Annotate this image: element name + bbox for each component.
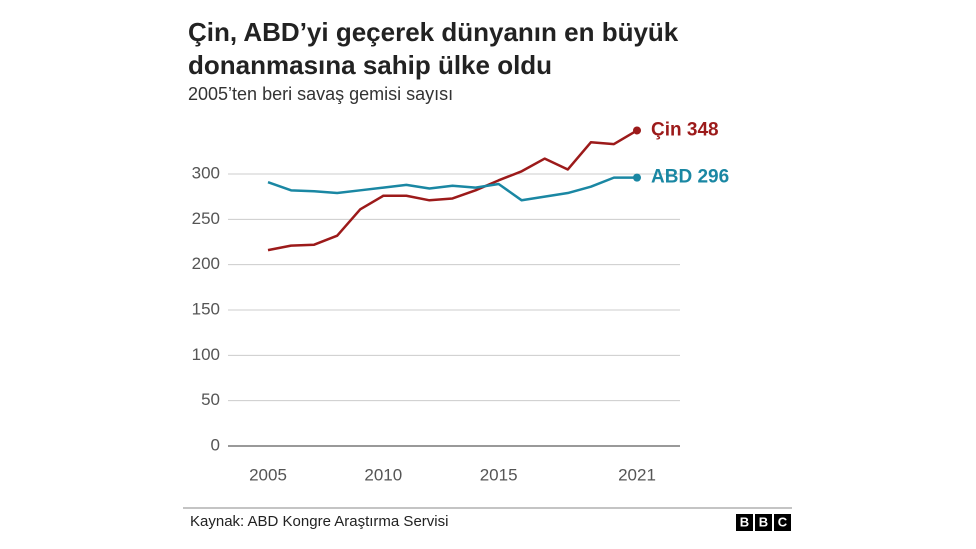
series-last-value: 296 <box>697 167 729 188</box>
y-tick-label: 300 <box>192 163 220 182</box>
logo-letter: B <box>740 514 749 529</box>
chart-subtitle: 2005’ten beri savaş gemisi sayısı <box>188 84 454 104</box>
end-dot <box>633 173 641 182</box>
y-tick-label: 150 <box>192 299 220 318</box>
end-dot <box>633 126 641 135</box>
x-tick-label: 2005 <box>249 465 287 484</box>
source: Kaynak: ABD Kongre Araştırma Servisi <box>190 513 448 530</box>
series-label: Çin 348 <box>651 119 719 140</box>
series-label: ABD 296 <box>651 167 729 188</box>
y-tick-label: 50 <box>201 390 220 409</box>
series-name: Çin <box>651 119 682 140</box>
y-tick-label: 100 <box>192 345 220 364</box>
series-name: ABD <box>651 167 692 188</box>
logo-box <box>774 514 791 531</box>
x-tick-label: 2015 <box>480 465 518 484</box>
chart-title: Çin, ABD’yi geçerek dünyanın en büyük do… <box>188 17 679 80</box>
series-line <box>267 129 638 252</box>
y-tick-label: 200 <box>192 254 220 273</box>
x-tick-label: 2021 <box>618 465 656 484</box>
y-tick-label: 0 <box>211 435 220 454</box>
logo-box <box>736 514 753 531</box>
logo-letter: C <box>778 514 788 529</box>
logo-box <box>755 514 772 531</box>
x-tick-label: 2010 <box>364 465 402 484</box>
series-last-value: 348 <box>687 119 719 140</box>
series-line <box>267 176 637 202</box>
y-tick-label: 250 <box>192 209 220 228</box>
logo-letter: B <box>759 514 768 529</box>
